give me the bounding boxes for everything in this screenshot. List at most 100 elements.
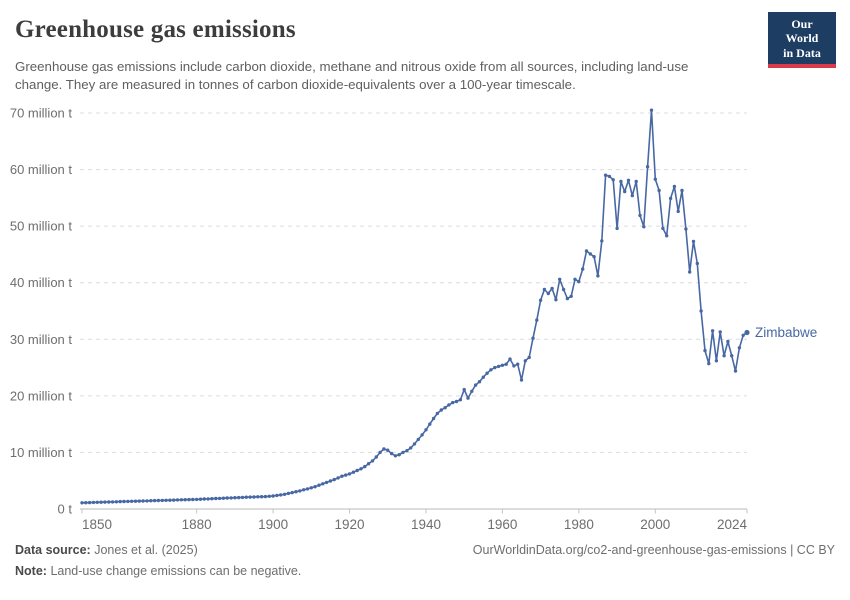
data-point[interactable] [439, 408, 443, 412]
data-point[interactable] [523, 359, 527, 363]
data-point[interactable] [145, 499, 149, 503]
data-point[interactable] [431, 416, 436, 421]
data-point[interactable] [680, 188, 684, 193]
data-point[interactable] [500, 363, 505, 367]
data-point[interactable] [519, 378, 524, 382]
data-point[interactable] [657, 188, 661, 193]
data-point[interactable] [149, 499, 153, 503]
citation-link[interactable]: OurWorldinData.org/co2-and-greenhouse-ga… [472, 543, 835, 557]
data-point[interactable] [409, 446, 413, 450]
data-point[interactable] [577, 279, 581, 284]
data-point[interactable] [603, 173, 608, 177]
data-point[interactable] [313, 485, 317, 489]
data-point[interactable] [168, 498, 172, 502]
data-point[interactable] [561, 287, 566, 292]
data-point[interactable] [103, 500, 107, 504]
data-point[interactable] [397, 453, 401, 457]
data-point[interactable] [324, 480, 329, 485]
data-point[interactable] [118, 499, 122, 504]
data-point[interactable] [672, 184, 677, 189]
data-point[interactable] [428, 422, 432, 426]
data-point[interactable] [275, 493, 279, 498]
data-point[interactable] [321, 482, 325, 486]
data-point[interactable] [206, 497, 210, 501]
data-point[interactable] [508, 357, 512, 361]
data-point[interactable] [489, 368, 493, 372]
data-point[interactable] [550, 286, 554, 291]
data-point[interactable] [263, 494, 268, 499]
data-point[interactable] [470, 389, 474, 393]
data-point[interactable] [710, 329, 715, 333]
data-point[interactable] [302, 488, 306, 492]
data-point[interactable] [344, 473, 348, 477]
data-point[interactable] [504, 362, 508, 366]
data-point[interactable] [309, 486, 313, 490]
data-point[interactable] [141, 499, 145, 503]
data-point[interactable] [741, 333, 745, 337]
data-point[interactable] [244, 495, 248, 499]
data-point[interactable] [164, 498, 168, 502]
data-point[interactable] [584, 249, 589, 253]
data-point[interactable] [305, 487, 310, 491]
data-point[interactable] [351, 470, 356, 474]
data-point[interactable] [217, 496, 222, 501]
data-point[interactable] [332, 477, 336, 482]
data-point[interactable] [630, 193, 634, 198]
data-point[interactable] [699, 309, 703, 313]
data-point[interactable] [130, 499, 134, 503]
data-point[interactable] [451, 400, 455, 405]
data-point[interactable] [535, 318, 539, 322]
data-point[interactable] [688, 270, 692, 274]
data-point[interactable] [210, 497, 214, 501]
data-point[interactable] [363, 464, 367, 469]
data-point[interactable] [298, 489, 302, 493]
owid-logo[interactable]: Our World in Data [768, 12, 836, 69]
data-point[interactable] [99, 500, 103, 504]
data-point[interactable] [80, 501, 84, 505]
data-point[interactable] [259, 495, 264, 499]
last-data-point[interactable] [744, 329, 750, 336]
data-point[interactable] [347, 472, 352, 476]
data-point[interactable] [684, 227, 688, 231]
data-point[interactable] [668, 196, 673, 201]
data-point[interactable] [252, 495, 256, 499]
data-point[interactable] [458, 398, 463, 402]
data-point[interactable] [443, 406, 447, 410]
entity-label-zimbabwe[interactable]: Zimbabwe [755, 325, 817, 340]
data-point[interactable] [175, 498, 180, 502]
data-point[interactable] [695, 261, 699, 266]
data-point[interactable] [279, 493, 283, 497]
data-point[interactable] [191, 497, 195, 502]
data-point[interactable] [462, 387, 466, 392]
data-point[interactable] [538, 298, 543, 302]
data-point[interactable] [160, 498, 164, 503]
data-point[interactable] [221, 496, 226, 500]
data-point[interactable] [653, 177, 657, 181]
data-point[interactable] [225, 496, 229, 500]
data-point[interactable] [370, 459, 375, 463]
data-point[interactable] [87, 500, 92, 505]
data-point[interactable] [558, 277, 562, 281]
data-point[interactable] [607, 174, 612, 179]
data-point[interactable] [592, 255, 596, 259]
data-point[interactable] [179, 498, 184, 502]
data-point[interactable] [198, 497, 203, 501]
data-point[interactable] [366, 462, 371, 466]
data-point[interactable] [615, 226, 619, 231]
data-point[interactable] [466, 396, 470, 400]
data-point[interactable] [634, 179, 638, 184]
data-point[interactable] [638, 213, 642, 218]
data-point[interactable] [248, 495, 252, 499]
data-point[interactable] [573, 277, 577, 281]
data-point[interactable] [619, 179, 623, 184]
data-point[interactable] [84, 501, 88, 505]
data-point[interactable] [600, 239, 604, 243]
data-point[interactable] [187, 497, 191, 502]
data-point[interactable] [665, 234, 669, 238]
data-point[interactable] [691, 239, 696, 244]
data-point[interactable] [340, 474, 344, 478]
data-point[interactable] [156, 498, 161, 503]
data-point[interactable] [737, 346, 742, 350]
data-point[interactable] [133, 499, 138, 503]
data-point[interactable] [477, 380, 482, 384]
